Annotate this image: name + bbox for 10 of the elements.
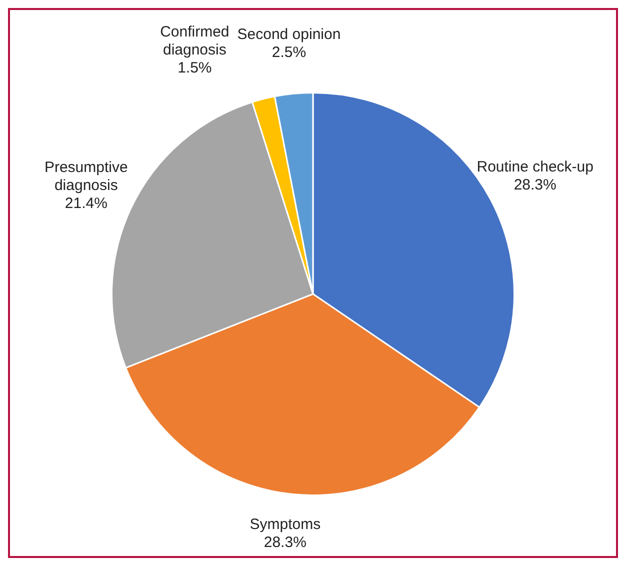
slice-label: Routine check-up	[476, 158, 594, 176]
slice-label: Confirmed diagnosis	[160, 24, 230, 59]
slice-label: Presumptive diagnosis	[44, 159, 128, 194]
slice-label: Second opinion	[237, 26, 341, 44]
data-label: 2.5%	[272, 44, 306, 62]
slice-label: Symptoms	[250, 516, 321, 534]
data-label: 1.5%	[178, 60, 212, 77]
data-label: 28.3%	[264, 534, 306, 552]
data-label: 28.3%	[514, 176, 556, 194]
data-label: 21.4%	[64, 195, 108, 212]
